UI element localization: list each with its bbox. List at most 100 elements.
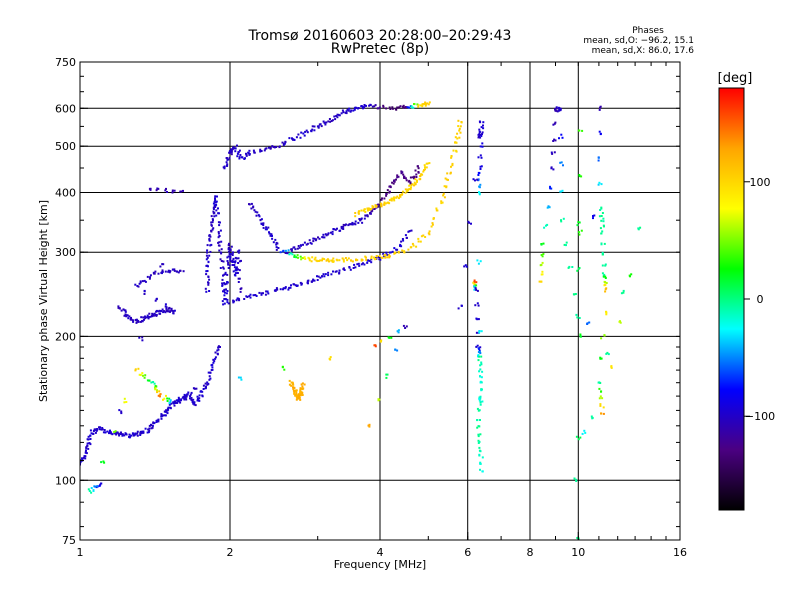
data-point: [263, 149, 266, 152]
data-point: [224, 271, 227, 274]
data-point: [579, 436, 582, 439]
data-point: [578, 221, 581, 224]
data-point: [257, 214, 260, 217]
data-point: [227, 255, 230, 258]
data-point: [472, 281, 475, 284]
data-point: [477, 442, 480, 444]
data-point: [599, 404, 602, 407]
data-point: [601, 251, 604, 254]
data-point: [164, 414, 167, 417]
data-point: [290, 284, 292, 287]
data-point: [576, 316, 579, 319]
data-point: [559, 161, 562, 164]
data-point: [360, 105, 363, 107]
data-point: [479, 375, 482, 378]
data-point: [610, 365, 613, 368]
data-point: [177, 399, 180, 402]
data-point: [578, 317, 581, 319]
data-point: [191, 399, 194, 402]
data-point: [219, 267, 222, 269]
data-point: [639, 226, 642, 229]
data-point: [117, 432, 120, 435]
data-point: [174, 400, 177, 403]
data-point: [307, 282, 309, 285]
data-point: [212, 219, 214, 222]
data-point: [281, 250, 284, 253]
colorbar-tick-label: 0: [757, 293, 764, 306]
data-point: [264, 293, 267, 296]
data-point: [275, 288, 278, 291]
data-point: [400, 193, 403, 196]
data-point: [300, 383, 303, 386]
data-point: [581, 129, 584, 132]
data-point: [289, 286, 292, 289]
data-point: [166, 400, 169, 402]
data-point: [221, 282, 224, 285]
data-point: [238, 277, 241, 280]
data-point: [552, 140, 555, 142]
data-point: [367, 207, 370, 210]
data-point: [224, 298, 227, 301]
data-point: [556, 110, 559, 113]
data-point: [299, 394, 302, 397]
data-point: [553, 151, 556, 154]
data-point: [549, 187, 552, 190]
data-point: [395, 196, 398, 199]
data-point: [222, 267, 225, 270]
data-point: [260, 293, 263, 296]
data-point: [482, 121, 485, 124]
data-point: [475, 284, 478, 287]
data-point: [153, 272, 156, 275]
data-point: [238, 260, 241, 263]
x-tick-label: 10: [571, 546, 585, 559]
data-point: [347, 109, 350, 112]
data-point: [121, 434, 124, 437]
data-point: [299, 390, 302, 393]
chart-subtitle: RwPretec (8p): [331, 41, 429, 57]
data-point: [601, 230, 604, 233]
data-point: [140, 432, 143, 435]
data-point: [445, 186, 448, 189]
data-point: [220, 248, 223, 251]
data-point: [223, 165, 226, 168]
data-point: [139, 434, 142, 436]
data-point: [226, 290, 229, 292]
data-point: [561, 136, 564, 139]
data-point: [215, 214, 218, 217]
data-point: [136, 320, 139, 323]
data-point: [463, 265, 466, 268]
data-point: [318, 237, 321, 240]
data-point: [177, 396, 180, 399]
data-point: [562, 164, 564, 167]
data-point: [156, 391, 158, 394]
data-point: [102, 431, 105, 434]
data-point: [388, 106, 391, 109]
data-point: [559, 190, 562, 193]
data-point: [161, 414, 164, 417]
data-point: [478, 192, 481, 195]
data-point: [235, 266, 238, 269]
data-point: [142, 430, 145, 433]
data-point: [299, 387, 302, 390]
data-point: [292, 386, 295, 389]
data-point: [388, 256, 391, 259]
data-point: [270, 233, 273, 236]
data-point: [478, 128, 481, 131]
colorbar-unit-label: [deg]: [718, 71, 753, 86]
data-point: [284, 286, 287, 289]
data-point: [412, 244, 415, 247]
data-point: [268, 232, 271, 235]
data-point: [173, 404, 176, 407]
data-point: [300, 387, 303, 390]
data-point: [351, 260, 354, 263]
data-point: [205, 270, 208, 273]
data-point: [205, 254, 208, 257]
data-point: [354, 266, 357, 269]
data-point: [425, 162, 428, 165]
data-point: [479, 134, 482, 136]
data-point: [404, 234, 407, 237]
data-point: [157, 394, 160, 397]
data-point: [601, 272, 604, 275]
data-point: [164, 311, 167, 314]
data-point: [171, 189, 174, 192]
